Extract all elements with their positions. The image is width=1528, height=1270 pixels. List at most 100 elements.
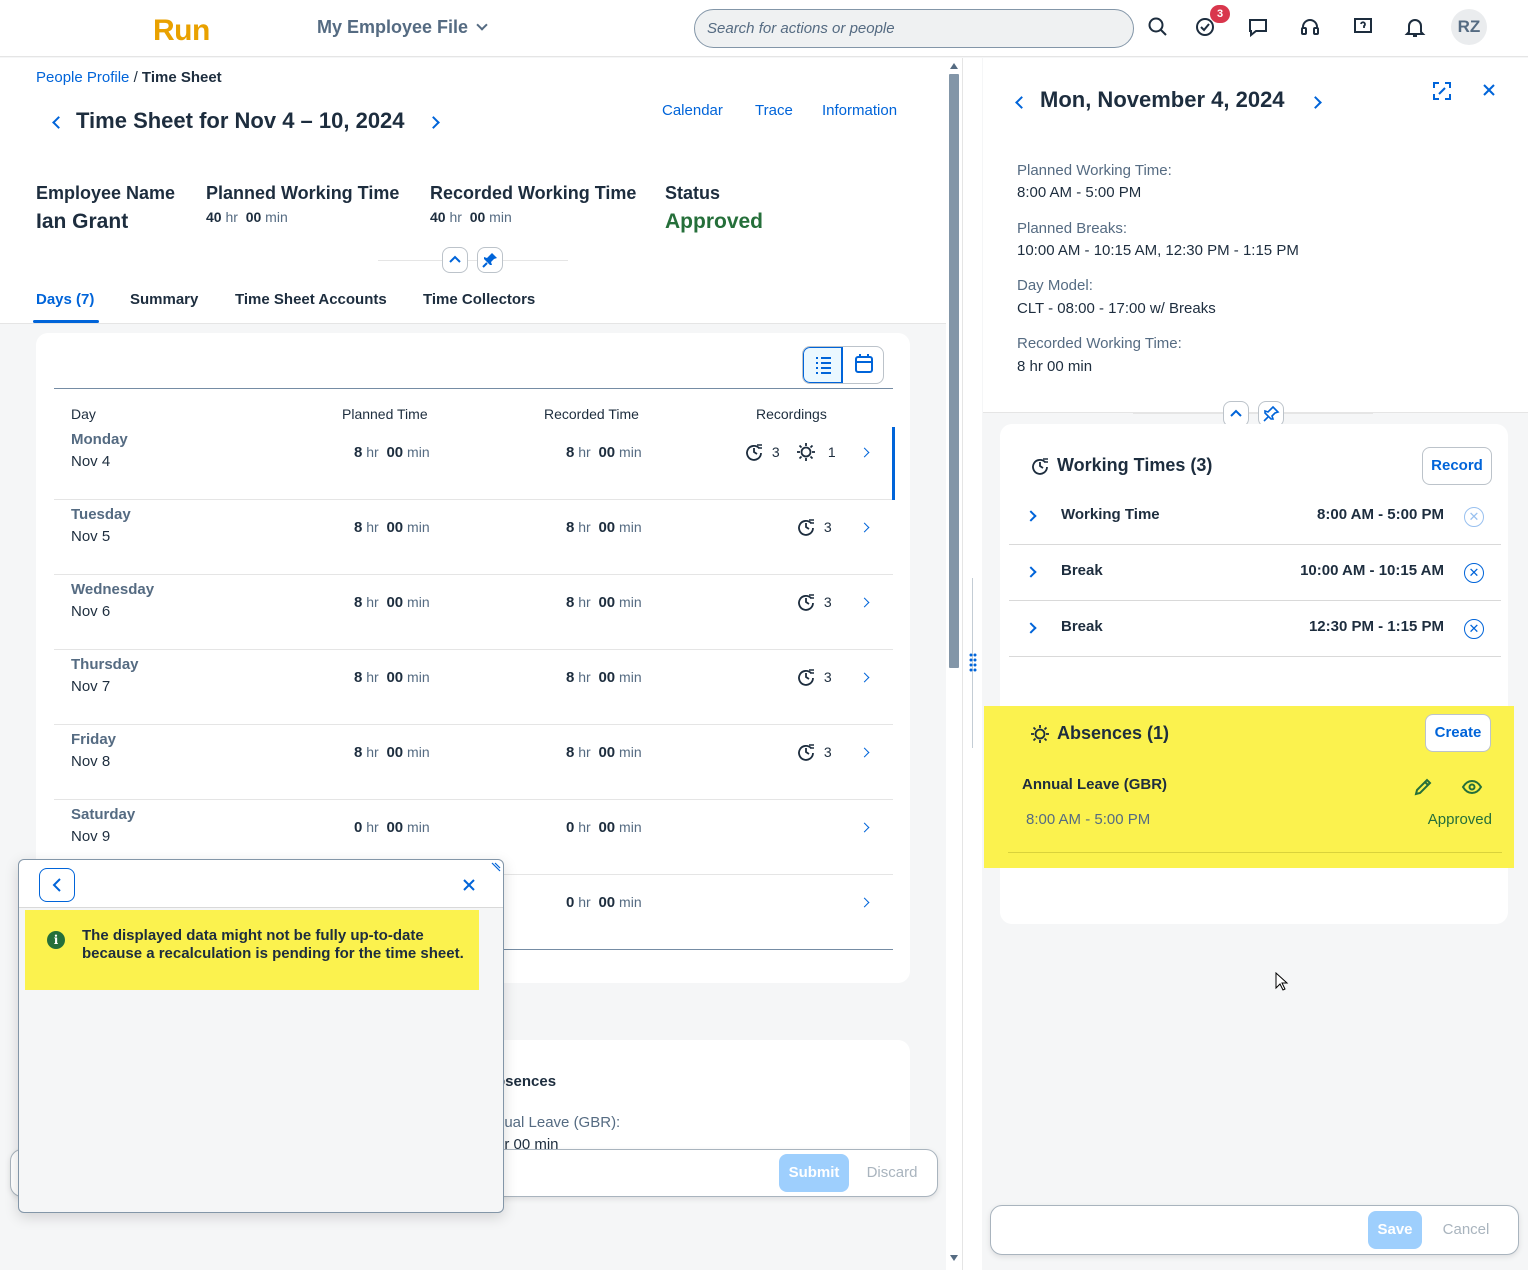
row-date: Nov 4 bbox=[71, 453, 111, 470]
tab-time-collectors[interactable]: Time Collectors bbox=[423, 291, 536, 308]
expand-icon[interactable] bbox=[1025, 510, 1037, 522]
avatar[interactable]: RZ bbox=[1451, 9, 1487, 45]
search-icon[interactable] bbox=[1147, 16, 1171, 40]
row-navigation-icon bbox=[859, 747, 870, 758]
column-recordings: Recordings bbox=[756, 406, 827, 422]
scroll-thumb[interactable] bbox=[949, 74, 959, 668]
list-view-button[interactable] bbox=[803, 347, 843, 383]
working-times-count: 3 bbox=[796, 742, 832, 762]
pane-divider[interactable] bbox=[962, 58, 982, 1270]
expand-icon[interactable] bbox=[1025, 622, 1037, 634]
absences-summary-title: bsences bbox=[496, 1073, 557, 1090]
clock-list-icon bbox=[798, 594, 814, 611]
working-times-count: 3 bbox=[796, 517, 832, 537]
timesheet-header: People Profile / Time Sheet Time Sheet f… bbox=[0, 58, 946, 324]
status-badge: Approved bbox=[665, 210, 764, 233]
absences-title: Absences (1) bbox=[1057, 723, 1170, 743]
row-recorded-time: 8 hr 00 min bbox=[566, 744, 642, 761]
row-recorded-time: 8 hr 00 min bbox=[566, 519, 642, 536]
expand-icon[interactable] bbox=[1025, 566, 1037, 578]
working-times-title: Working Times (3) bbox=[1057, 455, 1213, 475]
tab-bar: Days (7) Summary Time Sheet Accounts Tim… bbox=[0, 280, 946, 324]
row-date: Nov 8 bbox=[71, 753, 111, 770]
close-icon[interactable] bbox=[1480, 81, 1498, 99]
tab-days[interactable]: Days (7) bbox=[36, 291, 95, 308]
column-recorded-time: Recorded Time bbox=[544, 406, 639, 422]
recorded-working-value: 40 hr 00 min bbox=[430, 209, 512, 225]
row-recorded-time: 8 hr 00 min bbox=[566, 594, 642, 611]
working-time-name: Working Time bbox=[1061, 506, 1160, 523]
previous-week-button[interactable] bbox=[52, 116, 65, 129]
popover-close-icon[interactable] bbox=[462, 878, 476, 892]
working-times-count: 3 bbox=[744, 442, 780, 462]
working-time-row[interactable]: Break 12:30 PM - 1:15 PM ✕ bbox=[1009, 601, 1501, 657]
row-planned-time: 8 hr 00 min bbox=[354, 444, 430, 461]
trace-link[interactable]: Trace bbox=[755, 102, 793, 119]
chat-icon[interactable] bbox=[1247, 16, 1271, 40]
day-detail-pane: Mon, November 4, 2024 Planned Working Ti… bbox=[983, 58, 1528, 1270]
working-time-row[interactable]: Break 10:00 AM - 10:15 AM ✕ bbox=[1009, 545, 1501, 601]
help-icon[interactable] bbox=[1352, 16, 1376, 40]
row-day: Thursday bbox=[71, 656, 139, 673]
employee-name: Ian Grant bbox=[36, 210, 129, 233]
cancel-button[interactable]: Cancel bbox=[1442, 1221, 1490, 1238]
breadcrumb-people-profile[interactable]: People Profile bbox=[36, 69, 130, 86]
collapse-detail-header-button[interactable] bbox=[1223, 401, 1249, 427]
submit-button[interactable]: Submit bbox=[779, 1154, 849, 1192]
grip-icon bbox=[969, 653, 977, 672]
headset-icon[interactable] bbox=[1299, 16, 1323, 40]
next-day-button[interactable] bbox=[1309, 96, 1322, 109]
table-row[interactable]: Friday Nov 8 8 hr 00 min 8 hr 00 min 3 bbox=[54, 725, 893, 800]
working-time-row[interactable]: Working Time 8:00 AM - 5:00 PM ✕ bbox=[1009, 489, 1501, 545]
calendar-link[interactable]: Calendar bbox=[662, 102, 723, 119]
view-toggle bbox=[802, 346, 884, 384]
working-time-range: 10:00 AM - 10:15 AM bbox=[1300, 562, 1444, 579]
fullscreen-icon[interactable] bbox=[1431, 80, 1453, 102]
table-row[interactable]: Monday Nov 4 8 hr 00 min 8 hr 00 min 3 1 bbox=[54, 425, 895, 500]
tasks-icon[interactable] bbox=[1194, 16, 1218, 40]
clock-list-icon bbox=[798, 744, 814, 761]
logo[interactable]: Run bbox=[153, 14, 210, 47]
discard-button[interactable]: Discard bbox=[866, 1164, 918, 1181]
bell-icon[interactable] bbox=[1404, 16, 1428, 40]
pin-detail-header-button[interactable] bbox=[1258, 401, 1284, 427]
save-button[interactable]: Save bbox=[1368, 1211, 1422, 1249]
delete-icon[interactable]: ✕ bbox=[1464, 507, 1484, 527]
calendar-view-button[interactable] bbox=[844, 347, 883, 383]
day-model-value: CLT - 08:00 - 17:00 w/ Breaks bbox=[1017, 300, 1216, 317]
page-title: Time Sheet for Nov 4 – 10, 2024 bbox=[76, 108, 405, 133]
table-row[interactable]: Tuesday Nov 5 8 hr 00 min 8 hr 00 min 3 bbox=[54, 500, 893, 575]
recorded-working-time-value: 8 hr 00 min bbox=[1017, 358, 1093, 375]
table-row[interactable]: Wednesday Nov 6 8 hr 00 min 8 hr 00 min … bbox=[54, 575, 893, 650]
delete-icon[interactable]: ✕ bbox=[1464, 563, 1484, 583]
message-item[interactable]: i The displayed data might not be fully … bbox=[25, 910, 479, 990]
day-detail-title: Mon, November 4, 2024 bbox=[1040, 87, 1285, 112]
row-date: Nov 7 bbox=[71, 678, 111, 695]
left-scrollbar[interactable] bbox=[946, 58, 962, 1270]
row-day: Monday bbox=[71, 431, 128, 448]
row-day: Saturday bbox=[71, 806, 136, 823]
absence-name: Annual Leave (GBR) bbox=[1022, 776, 1168, 793]
table-row[interactable]: Thursday Nov 7 8 hr 00 min 8 hr 00 min 3 bbox=[54, 650, 893, 725]
create-absence-button[interactable]: Create bbox=[1425, 714, 1491, 752]
tab-time-sheet-accounts[interactable]: Time Sheet Accounts bbox=[235, 291, 387, 308]
delete-icon[interactable]: ✕ bbox=[1464, 619, 1484, 639]
planned-working-time-value: 8:00 AM - 5:00 PM bbox=[1017, 184, 1142, 201]
clock-list-icon bbox=[746, 444, 762, 461]
collapse-header-button[interactable] bbox=[442, 247, 468, 273]
pencil-icon[interactable] bbox=[1412, 776, 1434, 798]
popover-back-button[interactable] bbox=[39, 868, 75, 902]
row-planned-time: 8 hr 00 min bbox=[354, 669, 430, 686]
planned-working-value: 40 hr 00 min bbox=[206, 209, 288, 225]
record-button[interactable]: Record bbox=[1422, 447, 1492, 485]
next-week-button[interactable] bbox=[427, 116, 440, 129]
app-title-menu[interactable]: My Employee File bbox=[317, 17, 488, 38]
recorded-working-time-label: Recorded Working Time: bbox=[1017, 335, 1182, 352]
information-link[interactable]: Information bbox=[822, 102, 898, 119]
pin-header-button[interactable] bbox=[477, 247, 503, 273]
tab-summary[interactable]: Summary bbox=[130, 291, 199, 308]
planned-breaks-value: 10:00 AM - 10:15 AM, 12:30 PM - 1:15 PM bbox=[1017, 242, 1299, 259]
search-input[interactable]: Search for actions or people bbox=[694, 9, 1134, 48]
previous-day-button[interactable] bbox=[1015, 96, 1028, 109]
eye-icon[interactable] bbox=[1461, 777, 1483, 797]
